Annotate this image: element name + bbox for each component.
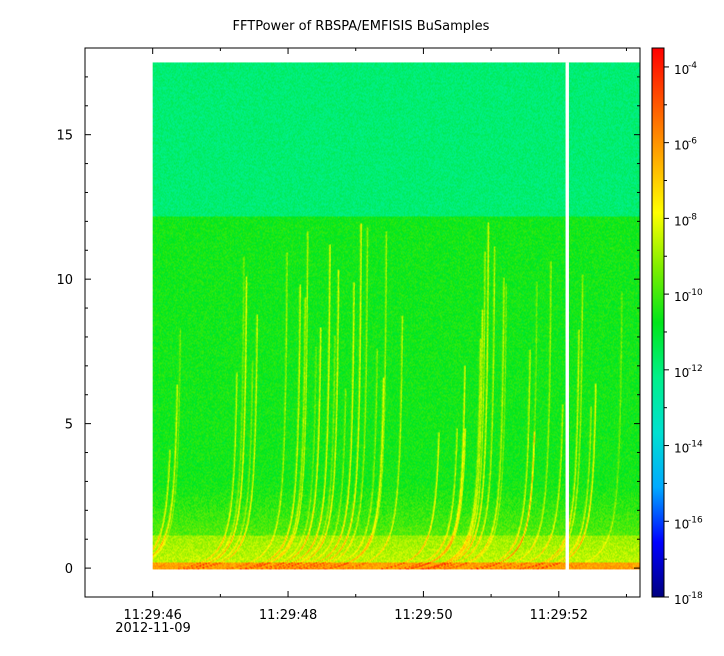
colorbar-gradient xyxy=(651,47,665,598)
colorbar-tick-exponent: -8 xyxy=(688,212,697,222)
colorbar-tick-label: 10 xyxy=(674,290,689,304)
y-tick-label: 5 xyxy=(65,418,73,433)
chart-title: FFTPower of RBSPA/EMFISIS BuSamples xyxy=(233,19,490,34)
colorbar-tick-label: 10 xyxy=(674,593,689,607)
colorbar-tick-exponent: -10 xyxy=(688,288,703,298)
x-tick-label: 11:29:48 xyxy=(259,608,317,623)
x-tick-label: 11:29:46 xyxy=(123,608,181,623)
x-date-label: 2012-11-09 xyxy=(115,621,191,636)
colorbar-tick-label: 10 xyxy=(674,366,689,380)
y-axis: 0 5 10 15 xyxy=(56,76,640,577)
colorbar-tick-label: 10 xyxy=(674,214,689,228)
colorbar-tick-exponent: -12 xyxy=(688,364,703,374)
y-tick-label: 0 xyxy=(65,562,73,577)
colorbar-tick-label: 10 xyxy=(674,517,689,531)
colorbar-tick-label: 10 xyxy=(674,139,689,153)
colorbar-tick-exponent: -18 xyxy=(688,591,703,601)
x-tick-label: 11:29:50 xyxy=(394,608,452,623)
x-axis: 11:29:46 11:29:48 11:29:50 11:29:52 xyxy=(84,48,627,623)
spectrogram-image xyxy=(152,62,640,570)
colorbar-tick-exponent: -14 xyxy=(688,440,703,450)
plot-area xyxy=(84,47,641,598)
plot-frame xyxy=(84,47,641,598)
colorbar-tick-label: 10 xyxy=(674,63,689,77)
x-tick-label: 11:29:52 xyxy=(530,608,588,623)
colorbar-tick-label: 10 xyxy=(674,442,689,456)
y-tick-label: 10 xyxy=(56,273,73,288)
colorbar-tick-exponent: -4 xyxy=(688,61,697,71)
y-tick-label: 15 xyxy=(56,129,73,144)
colorbar-tick-exponent: -16 xyxy=(688,515,703,525)
data-gap xyxy=(565,62,569,570)
colorbar-tick-exponent: -6 xyxy=(688,137,697,147)
